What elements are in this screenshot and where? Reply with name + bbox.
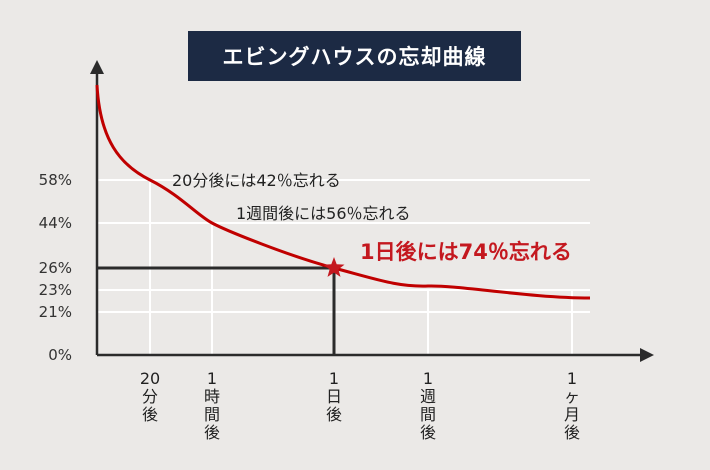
series-line-retention: [95, 84, 591, 300]
annotation-1week: 1週間後には56％忘れる: [236, 204, 411, 223]
x-tick-label-part: 月: [564, 405, 580, 424]
x-tick-label-1day: 1日後: [326, 369, 342, 424]
x-tick-label-part: 間: [204, 405, 220, 424]
x-tick-label-part: 時: [204, 387, 220, 406]
x-tick-label-part: 後: [204, 423, 220, 442]
x-tick-label-part: 日: [326, 387, 342, 406]
x-tick-label-part: 1: [329, 369, 339, 388]
y-tick-label-23: 23%: [39, 281, 72, 299]
x-tick-label-part: 分: [142, 387, 158, 406]
y-tick-labels: 58% 44% 26% 23% 21% 0%: [39, 171, 72, 364]
x-tick-label-part: 20: [140, 369, 160, 388]
annotation-20min: 20分後には42％忘れる: [172, 171, 341, 190]
y-axis-arrow: [90, 60, 104, 74]
x-tick-label-1week: 1週間後: [420, 369, 436, 442]
y-tick-label-21: 21%: [39, 303, 72, 321]
grid-lines: [97, 179, 590, 355]
x-tick-label-part: 後: [420, 423, 436, 442]
x-tick-label-part: ヶ: [564, 387, 580, 406]
x-tick-label-part: 1: [423, 369, 433, 388]
x-tick-label-part: 1: [207, 369, 217, 388]
chart-title: エビングハウスの忘却曲線: [188, 31, 521, 81]
y-tick-label-58: 58%: [39, 171, 72, 189]
highlight-guides: [97, 266, 336, 355]
y-tick-label-44: 44%: [39, 214, 72, 232]
highlight-star-marker: [323, 257, 345, 277]
y-tick-label-0: 0%: [48, 346, 72, 364]
x-tick-label-part: 後: [326, 405, 342, 424]
x-tick-label-part: 週: [420, 387, 436, 406]
annotations: 20分後には42％忘れる 1週間後には56％忘れる 1日後には74％忘れる: [172, 171, 572, 264]
x-tick-label-part: 後: [564, 423, 580, 442]
x-tick-label-part: 後: [142, 405, 158, 424]
x-tick-label-20min: 20分後: [140, 369, 160, 424]
x-tick-label-part: 1: [567, 369, 577, 388]
y-tick-label-26: 26%: [39, 259, 72, 277]
annotation-1day: 1日後には74％忘れる: [360, 240, 572, 264]
x-tick-label-part: 間: [420, 405, 436, 424]
x-axis-arrow: [640, 348, 654, 362]
axes: [90, 60, 654, 362]
